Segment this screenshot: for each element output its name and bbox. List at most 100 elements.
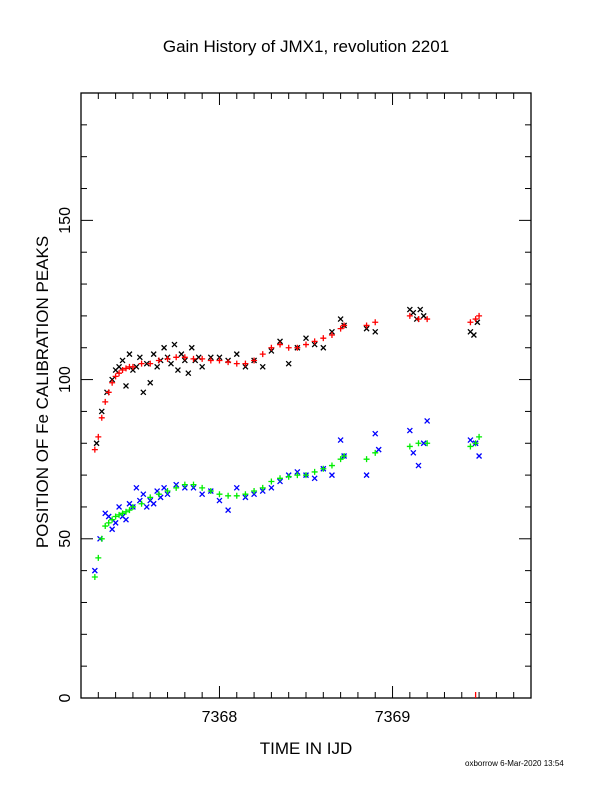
data-point	[268, 344, 275, 351]
data-point	[105, 513, 112, 520]
data-point	[109, 376, 116, 383]
data-point	[251, 357, 258, 364]
data-point	[150, 500, 157, 507]
data-point	[199, 484, 206, 491]
data-point	[140, 491, 147, 498]
data-point	[277, 341, 284, 348]
data-point	[406, 312, 413, 319]
data-point	[472, 316, 479, 323]
data-point	[190, 481, 197, 488]
data-point	[155, 491, 162, 498]
data-point	[123, 382, 129, 389]
data-point	[98, 408, 105, 415]
data-point	[225, 359, 232, 366]
data-point	[150, 351, 157, 358]
data-point	[233, 484, 240, 491]
data-point	[337, 456, 344, 463]
data-point	[123, 516, 129, 523]
data-point	[105, 389, 112, 396]
data-point	[161, 484, 168, 491]
data-point	[259, 488, 266, 494]
data-point	[472, 440, 479, 447]
data-point	[116, 511, 123, 518]
data-point	[112, 519, 119, 526]
y-tick-label: 150	[57, 207, 74, 234]
data-point	[225, 492, 232, 499]
data-point	[116, 503, 123, 510]
data-point	[216, 357, 223, 364]
data-point	[233, 351, 240, 358]
data-point	[147, 379, 154, 386]
data-point	[337, 325, 344, 332]
y-tick-label: 50	[57, 530, 74, 548]
data-point	[303, 472, 309, 479]
data-point	[119, 367, 126, 374]
data-point	[424, 418, 431, 424]
data-point	[294, 472, 301, 479]
data-point	[259, 351, 266, 358]
data-point	[406, 443, 413, 450]
data-point	[328, 462, 335, 469]
data-point	[277, 338, 283, 345]
data-point	[164, 491, 171, 498]
data-point	[363, 322, 370, 329]
data-point	[112, 373, 119, 380]
data-point	[470, 332, 477, 338]
data-point	[133, 484, 140, 491]
data-point	[91, 446, 98, 453]
data-point	[268, 478, 275, 485]
data-point	[109, 379, 116, 386]
data-point	[424, 440, 431, 447]
data-point	[199, 363, 206, 370]
data-point	[410, 449, 417, 456]
data-point	[207, 357, 214, 364]
data-point	[311, 468, 318, 475]
data-point	[154, 363, 161, 370]
data-point	[372, 449, 379, 456]
x-tick-label: 7369	[375, 709, 411, 726]
data-point	[311, 341, 318, 348]
data-point	[109, 526, 116, 533]
data-point	[406, 427, 413, 434]
data-point	[126, 507, 133, 514]
data-point	[116, 363, 123, 370]
data-point	[320, 344, 327, 351]
data-point	[138, 360, 145, 367]
data-point	[311, 475, 318, 482]
data-point	[147, 360, 154, 367]
data-point	[251, 488, 258, 495]
series-1	[91, 312, 483, 453]
data-point	[242, 491, 249, 498]
axis-ticks	[81, 93, 531, 698]
data-point	[372, 430, 379, 437]
data-point	[164, 355, 171, 362]
data-point	[98, 414, 105, 421]
data-point	[133, 363, 140, 370]
data-point	[329, 472, 335, 479]
data-point	[181, 357, 188, 364]
data-point	[147, 494, 154, 501]
data-point	[277, 478, 283, 485]
data-point	[476, 453, 483, 459]
data-point	[311, 338, 318, 345]
data-point	[216, 491, 223, 498]
data-point	[329, 328, 335, 335]
data-point	[225, 507, 232, 514]
data-point	[216, 497, 223, 504]
data-point	[91, 567, 98, 574]
data-point	[136, 354, 143, 361]
x-axis-label: TIME IN IJD	[260, 739, 353, 758]
data-point	[95, 554, 102, 561]
data-point	[294, 344, 301, 351]
data-point	[181, 354, 188, 361]
data-point	[363, 456, 370, 463]
data-point	[119, 510, 126, 517]
data-point	[185, 370, 192, 377]
data-point	[91, 574, 98, 580]
data-point	[181, 481, 188, 488]
data-point	[415, 440, 422, 447]
data-point	[164, 488, 171, 495]
data-point	[105, 519, 112, 526]
data-point	[173, 354, 180, 361]
